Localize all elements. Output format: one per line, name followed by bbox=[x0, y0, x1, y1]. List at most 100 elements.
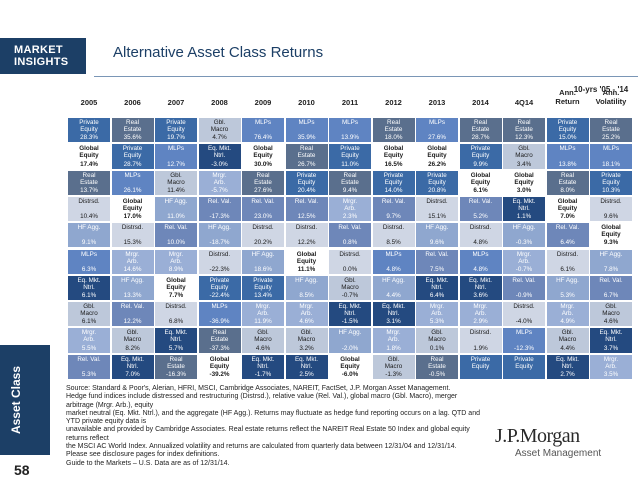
grid-cell: Global Equity 16.5% bbox=[372, 144, 415, 169]
cell-asset-label: Global Equity bbox=[122, 197, 143, 212]
grid-cell: Distrsd. 15.1% bbox=[416, 196, 458, 222]
grid-cell: Mrgr. Arb. -5.7% bbox=[198, 170, 241, 195]
cell-asset-label: Mrgr. Arb. bbox=[168, 250, 184, 265]
cell-return-value: 7.7% bbox=[168, 292, 184, 300]
cell-return-value: -39.2% bbox=[209, 370, 230, 378]
grid-cell: Distrsd. 6.8% bbox=[155, 302, 197, 327]
cell-asset-label: Mrgr. Arb. bbox=[342, 197, 358, 212]
cell-asset-label: Eq. Mkt. Ntrl. bbox=[294, 355, 319, 370]
grid-cell: Real Estate 28.7% bbox=[459, 118, 502, 143]
cell-return-value: 13.9% bbox=[341, 134, 359, 142]
grid-cell: Distrsd. 9.6% bbox=[590, 196, 632, 222]
cell-asset-label: HF Agg. bbox=[295, 276, 318, 284]
cell-return-value: 6.1% bbox=[560, 265, 575, 273]
column-header: 2006 bbox=[124, 98, 141, 107]
cell-return-value: 3.7% bbox=[603, 344, 619, 352]
jpmorgan-logo: J.P.Morgan Asset Management bbox=[495, 425, 625, 459]
cell-return-value: 13.7% bbox=[80, 186, 98, 194]
column-header: 4Q14 bbox=[514, 98, 534, 107]
cell-asset-label: Rel. Val. bbox=[251, 197, 275, 205]
cell-asset-label: Rel. Val. bbox=[207, 197, 232, 205]
grid-cell: Private Equity 13.4% bbox=[242, 275, 284, 301]
grid-cell: Private Equity 28.7% bbox=[111, 144, 154, 169]
grid-cell: Distrsd. 0.0% bbox=[329, 249, 371, 274]
cell-return-value: 11.4% bbox=[167, 186, 185, 194]
cell-asset-label: Distrsd. bbox=[208, 250, 231, 258]
cell-return-value: 20.4% bbox=[297, 186, 316, 194]
grid-cell: Eq. Mkt. Ntrl. -3.0% bbox=[198, 144, 241, 169]
grid-cell: Real Estate 9.4% bbox=[329, 170, 371, 195]
cell-asset-label: Distrsd. bbox=[339, 250, 361, 258]
cell-return-value: -0.9% bbox=[515, 292, 533, 300]
cell-asset-label: Mrgr. Arb. bbox=[299, 303, 314, 318]
cell-return-value: 26.7% bbox=[297, 160, 316, 168]
grid-cell: Private Equity 19.7% bbox=[155, 118, 197, 143]
side-label-bar bbox=[0, 345, 50, 455]
cell-asset-label: Private Equity bbox=[514, 355, 534, 370]
grid-cell: Mrgr. Arb. 4.9% bbox=[546, 302, 589, 327]
cell-return-value: 1.9% bbox=[473, 344, 488, 352]
grid-cell: Eq. Mkt. Ntrl. 7.0% bbox=[111, 354, 154, 379]
grid-cell: Global Equity -6.0% bbox=[329, 354, 371, 379]
grid-cell: HF Agg. 11.0% bbox=[155, 196, 197, 222]
cell-asset-label: HF Agg. bbox=[164, 197, 188, 205]
cell-return-value: 14.0% bbox=[384, 186, 403, 194]
grid-cell: HF Agg. 8.5% bbox=[285, 275, 328, 301]
cell-asset-label: Gbl. Macro bbox=[123, 329, 142, 344]
cell-asset-label: Real Estate bbox=[515, 119, 533, 133]
cell-return-value: 11.0% bbox=[341, 160, 359, 168]
grid-cell: Private Equity 15.0% bbox=[546, 118, 589, 143]
cell-return-value: -16.3% bbox=[166, 370, 186, 378]
grid-cell: Mrgr. Arb. 4.6% bbox=[285, 302, 328, 327]
grid-cell: Gbl. Macro 3.2% bbox=[285, 328, 328, 353]
cell-asset-label: Distrsd. bbox=[252, 224, 274, 232]
cell-return-value: 76.4% bbox=[254, 134, 272, 142]
cell-return-value: 6.3% bbox=[81, 265, 97, 273]
cell-asset-label: Eq. Mkt. Ntrl. bbox=[425, 276, 449, 291]
grid-cell: Eq. Mkt. Ntrl. 1.1% bbox=[503, 196, 545, 222]
grid-cell: Rel. Val. 6.4% bbox=[546, 223, 589, 248]
grid-cell: Distrsd. 1.9% bbox=[459, 328, 502, 353]
grid-cell: Global Equity 9.3% bbox=[590, 223, 632, 248]
grid-cell: HF Agg. -0.3% bbox=[503, 223, 545, 248]
cell-return-value: 4.4% bbox=[560, 344, 575, 352]
cell-asset-label: Real Estate bbox=[210, 329, 229, 344]
grid-cell: Global Equity -39.2% bbox=[198, 354, 241, 379]
grid-cell: MLPs 18.1% bbox=[590, 144, 632, 169]
grid-cell: Real Estate 13.7% bbox=[68, 170, 110, 195]
grid-cell: Mrgr. Arb. 2.3% bbox=[329, 196, 371, 222]
cell-return-value: 12.7% bbox=[167, 160, 185, 168]
title-divider bbox=[94, 76, 638, 77]
cell-asset-label: Real Estate bbox=[123, 119, 142, 133]
cell-asset-label: Mrgr. Arb. bbox=[255, 303, 271, 318]
cell-return-value: 6.4% bbox=[560, 239, 575, 247]
grid-cell: Distrsd. 8.5% bbox=[372, 223, 415, 248]
column-header: 2012 bbox=[385, 98, 402, 107]
cell-return-value: 3.0% bbox=[516, 186, 532, 194]
cell-return-value: 13.3% bbox=[123, 292, 142, 300]
grid-cell: Distrsd. 20.2% bbox=[242, 223, 284, 248]
grid-cell: Global Equity 7.7% bbox=[155, 275, 197, 301]
cell-asset-label: MLPs bbox=[211, 303, 228, 311]
cell-asset-label: HF Agg. bbox=[121, 276, 144, 284]
grid-cell: MLPs 4.8% bbox=[372, 249, 415, 274]
cell-asset-label: Distrsd. bbox=[469, 329, 492, 337]
cell-return-value: 2.9% bbox=[473, 318, 488, 326]
cell-asset-label: Rel. Val. bbox=[164, 224, 188, 232]
grid-cell: Gbl. Macro 3.4% bbox=[503, 144, 545, 169]
cell-asset-label: Rel. Val. bbox=[77, 355, 101, 363]
cell-asset-label: Real Estate bbox=[428, 355, 446, 370]
cell-asset-label: Mrgr. Arb. bbox=[212, 171, 227, 186]
cell-return-value: 3.2% bbox=[299, 344, 314, 352]
cell-return-value: -1.5% bbox=[341, 318, 359, 326]
grid-cell: Eq. Mkt. Ntrl. 3.6% bbox=[459, 275, 502, 301]
grid-cell: Private Equity 9.9% bbox=[459, 144, 502, 169]
cell-return-value: -37.3% bbox=[209, 344, 230, 352]
grid-cell: Mrgr. Arb. 2.9% bbox=[459, 302, 502, 327]
cell-asset-label: Distrsd. bbox=[556, 250, 579, 258]
cell-asset-label: Global Equity bbox=[557, 197, 578, 212]
cell-return-value: 6.4% bbox=[429, 292, 445, 300]
cell-return-value: 15.0% bbox=[558, 134, 577, 142]
grid-cell: Eq. Mkt. Ntrl. 2.5% bbox=[285, 354, 328, 379]
cell-asset-label: Real Estate bbox=[341, 171, 359, 186]
